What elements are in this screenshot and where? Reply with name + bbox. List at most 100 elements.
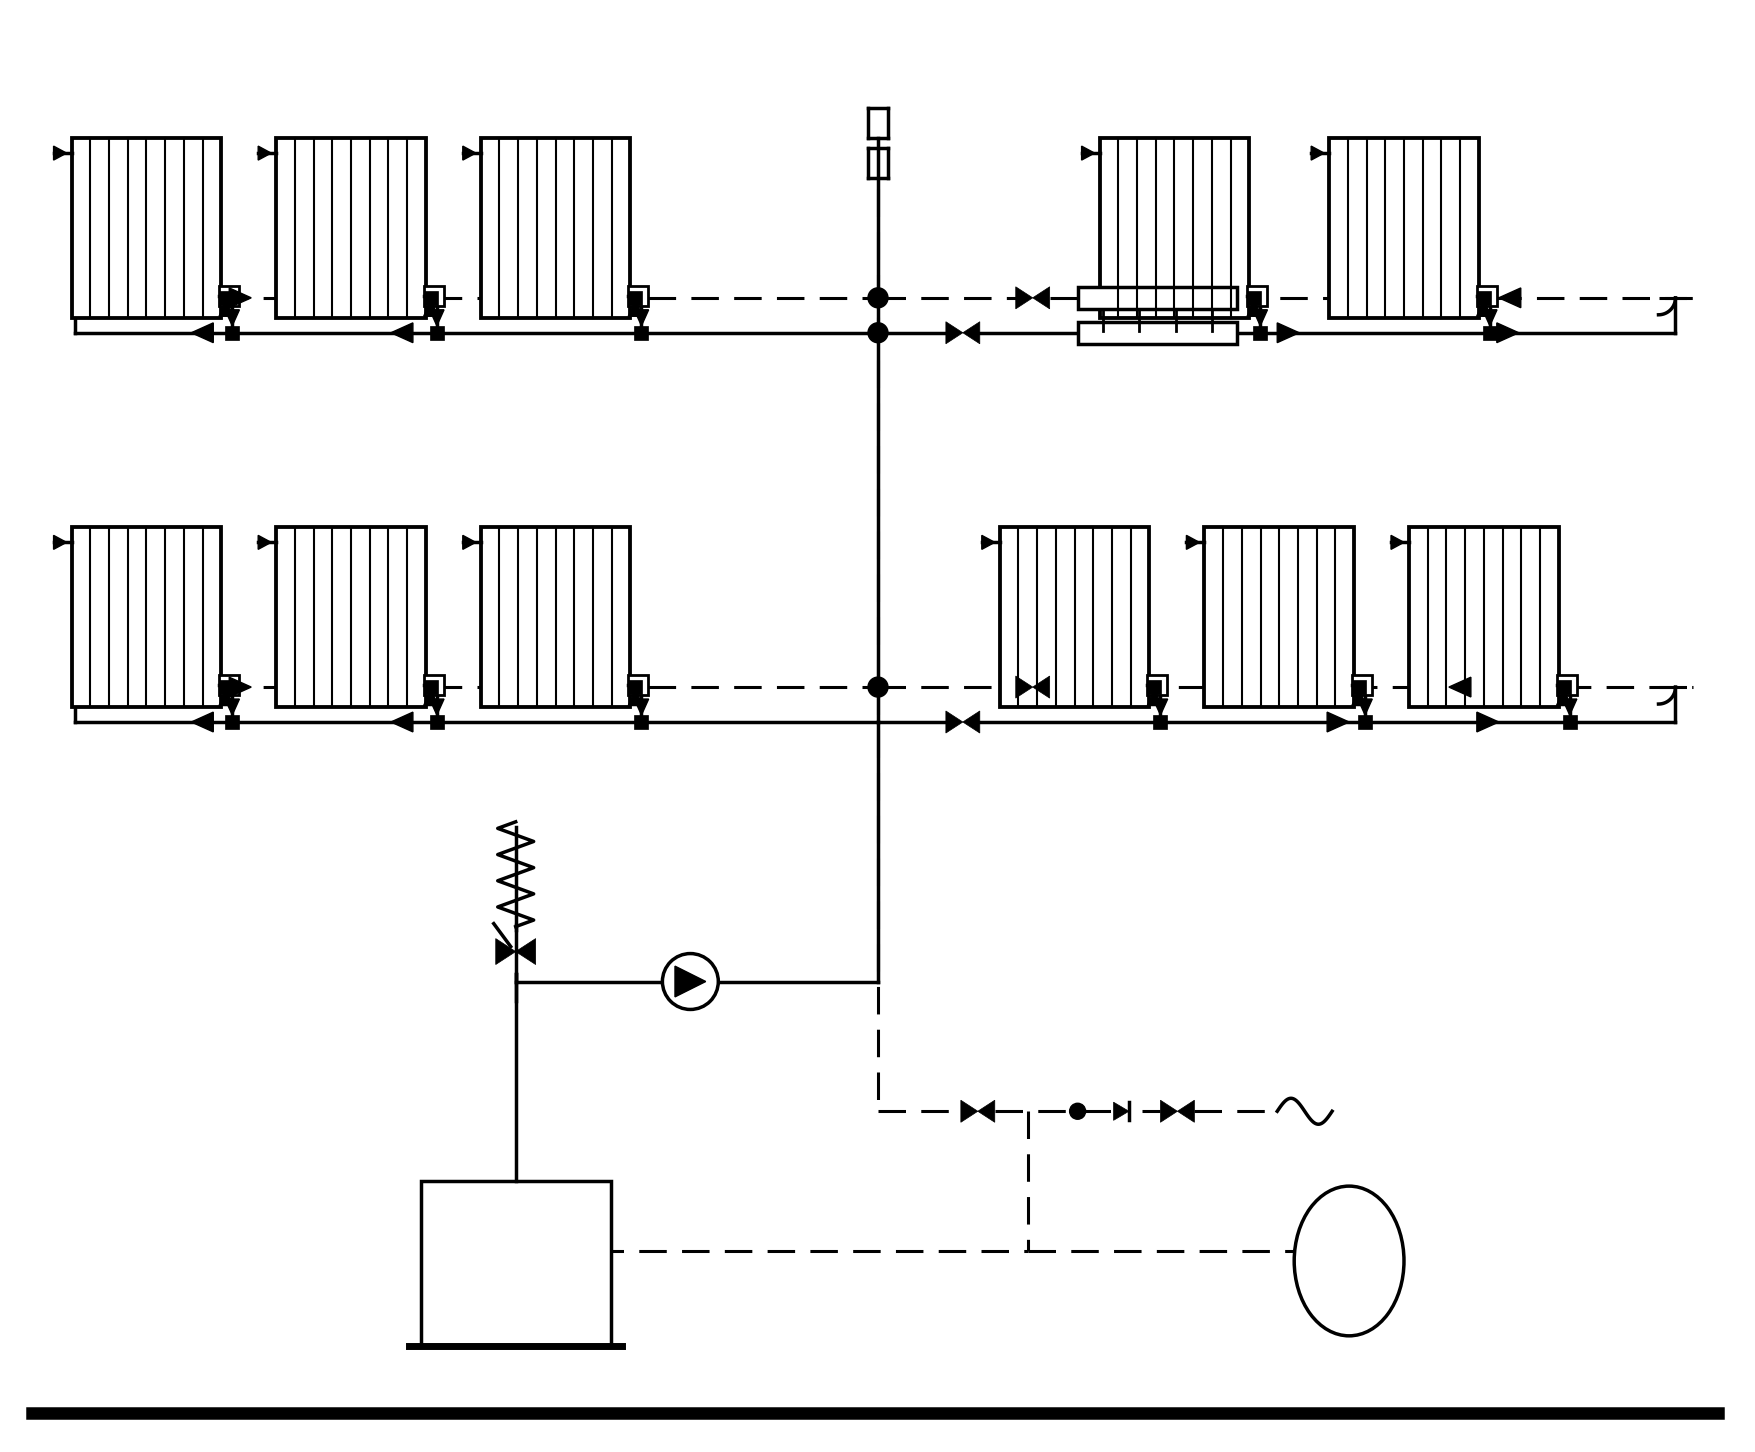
Polygon shape: [1153, 698, 1167, 714]
Polygon shape: [1160, 1101, 1178, 1122]
Polygon shape: [191, 322, 212, 343]
Bar: [1351, 680, 1365, 694]
Bar: [423, 675, 444, 696]
Bar: [1476, 290, 1490, 305]
Circle shape: [662, 954, 718, 1009]
Bar: [1146, 680, 1160, 694]
Bar: [481, 138, 630, 318]
Polygon shape: [634, 698, 648, 714]
Bar: [481, 527, 630, 707]
Polygon shape: [1014, 287, 1032, 309]
Bar: [72, 138, 221, 318]
Circle shape: [867, 322, 888, 343]
Polygon shape: [258, 536, 270, 549]
Polygon shape: [230, 677, 251, 697]
Bar: [628, 675, 648, 696]
Polygon shape: [225, 698, 239, 714]
Bar: [628, 680, 642, 694]
Bar: [1246, 286, 1267, 306]
Polygon shape: [628, 301, 642, 317]
Polygon shape: [1032, 677, 1049, 698]
Polygon shape: [634, 309, 648, 325]
Polygon shape: [962, 322, 979, 344]
Polygon shape: [430, 309, 444, 325]
Polygon shape: [1178, 1101, 1193, 1122]
Bar: [1078, 287, 1237, 309]
Polygon shape: [191, 711, 212, 732]
Bar: [1246, 290, 1260, 305]
Bar: [1562, 714, 1576, 729]
Polygon shape: [1327, 711, 1348, 732]
Polygon shape: [219, 690, 233, 706]
Polygon shape: [1081, 147, 1093, 160]
Polygon shape: [1499, 287, 1520, 308]
Bar: [1557, 680, 1569, 694]
Bar: [219, 286, 239, 306]
Ellipse shape: [1293, 1186, 1404, 1336]
Polygon shape: [960, 1101, 978, 1122]
Polygon shape: [1495, 322, 1518, 343]
Polygon shape: [1146, 690, 1162, 706]
Polygon shape: [463, 147, 476, 160]
Bar: [423, 680, 437, 694]
Bar: [1476, 286, 1495, 306]
Bar: [1481, 325, 1495, 340]
Polygon shape: [978, 1101, 995, 1122]
Bar: [1557, 675, 1576, 696]
Bar: [1078, 322, 1237, 344]
Bar: [430, 325, 444, 340]
Bar: [225, 325, 239, 340]
Polygon shape: [463, 536, 476, 549]
Polygon shape: [1448, 677, 1471, 697]
Polygon shape: [391, 322, 412, 343]
Polygon shape: [391, 711, 412, 732]
Bar: [628, 290, 642, 305]
Polygon shape: [516, 938, 535, 964]
Polygon shape: [423, 301, 437, 317]
Circle shape: [1069, 1104, 1085, 1119]
Polygon shape: [1351, 690, 1365, 706]
Polygon shape: [1276, 322, 1299, 343]
Bar: [225, 714, 239, 729]
Polygon shape: [946, 711, 962, 733]
Polygon shape: [1562, 698, 1576, 714]
Polygon shape: [1032, 287, 1049, 309]
Bar: [1329, 138, 1478, 318]
Bar: [219, 680, 233, 694]
Polygon shape: [1014, 677, 1032, 698]
Bar: [1153, 714, 1167, 729]
Polygon shape: [1390, 536, 1404, 549]
Bar: [219, 290, 233, 305]
Bar: [634, 325, 648, 340]
Polygon shape: [1481, 309, 1497, 325]
Polygon shape: [962, 711, 979, 733]
Bar: [276, 527, 426, 707]
Bar: [72, 527, 221, 707]
Polygon shape: [430, 698, 444, 714]
Polygon shape: [423, 690, 437, 706]
Bar: [219, 675, 239, 696]
Bar: [1146, 675, 1167, 696]
Polygon shape: [628, 690, 642, 706]
Polygon shape: [495, 938, 516, 964]
Bar: [1253, 325, 1267, 340]
Circle shape: [867, 287, 888, 308]
Polygon shape: [230, 287, 251, 308]
Polygon shape: [1555, 690, 1571, 706]
Bar: [1099, 138, 1248, 318]
Polygon shape: [1246, 301, 1260, 317]
Bar: [276, 138, 426, 318]
Bar: [1357, 714, 1371, 729]
Circle shape: [867, 677, 888, 697]
Polygon shape: [1186, 536, 1199, 549]
Bar: [628, 286, 648, 306]
Bar: [430, 714, 444, 729]
Polygon shape: [1311, 147, 1323, 160]
Polygon shape: [981, 536, 995, 549]
Polygon shape: [674, 966, 706, 998]
Bar: [423, 290, 437, 305]
Polygon shape: [1113, 1102, 1128, 1121]
Polygon shape: [219, 301, 233, 317]
Polygon shape: [946, 322, 962, 344]
Bar: [1204, 527, 1353, 707]
